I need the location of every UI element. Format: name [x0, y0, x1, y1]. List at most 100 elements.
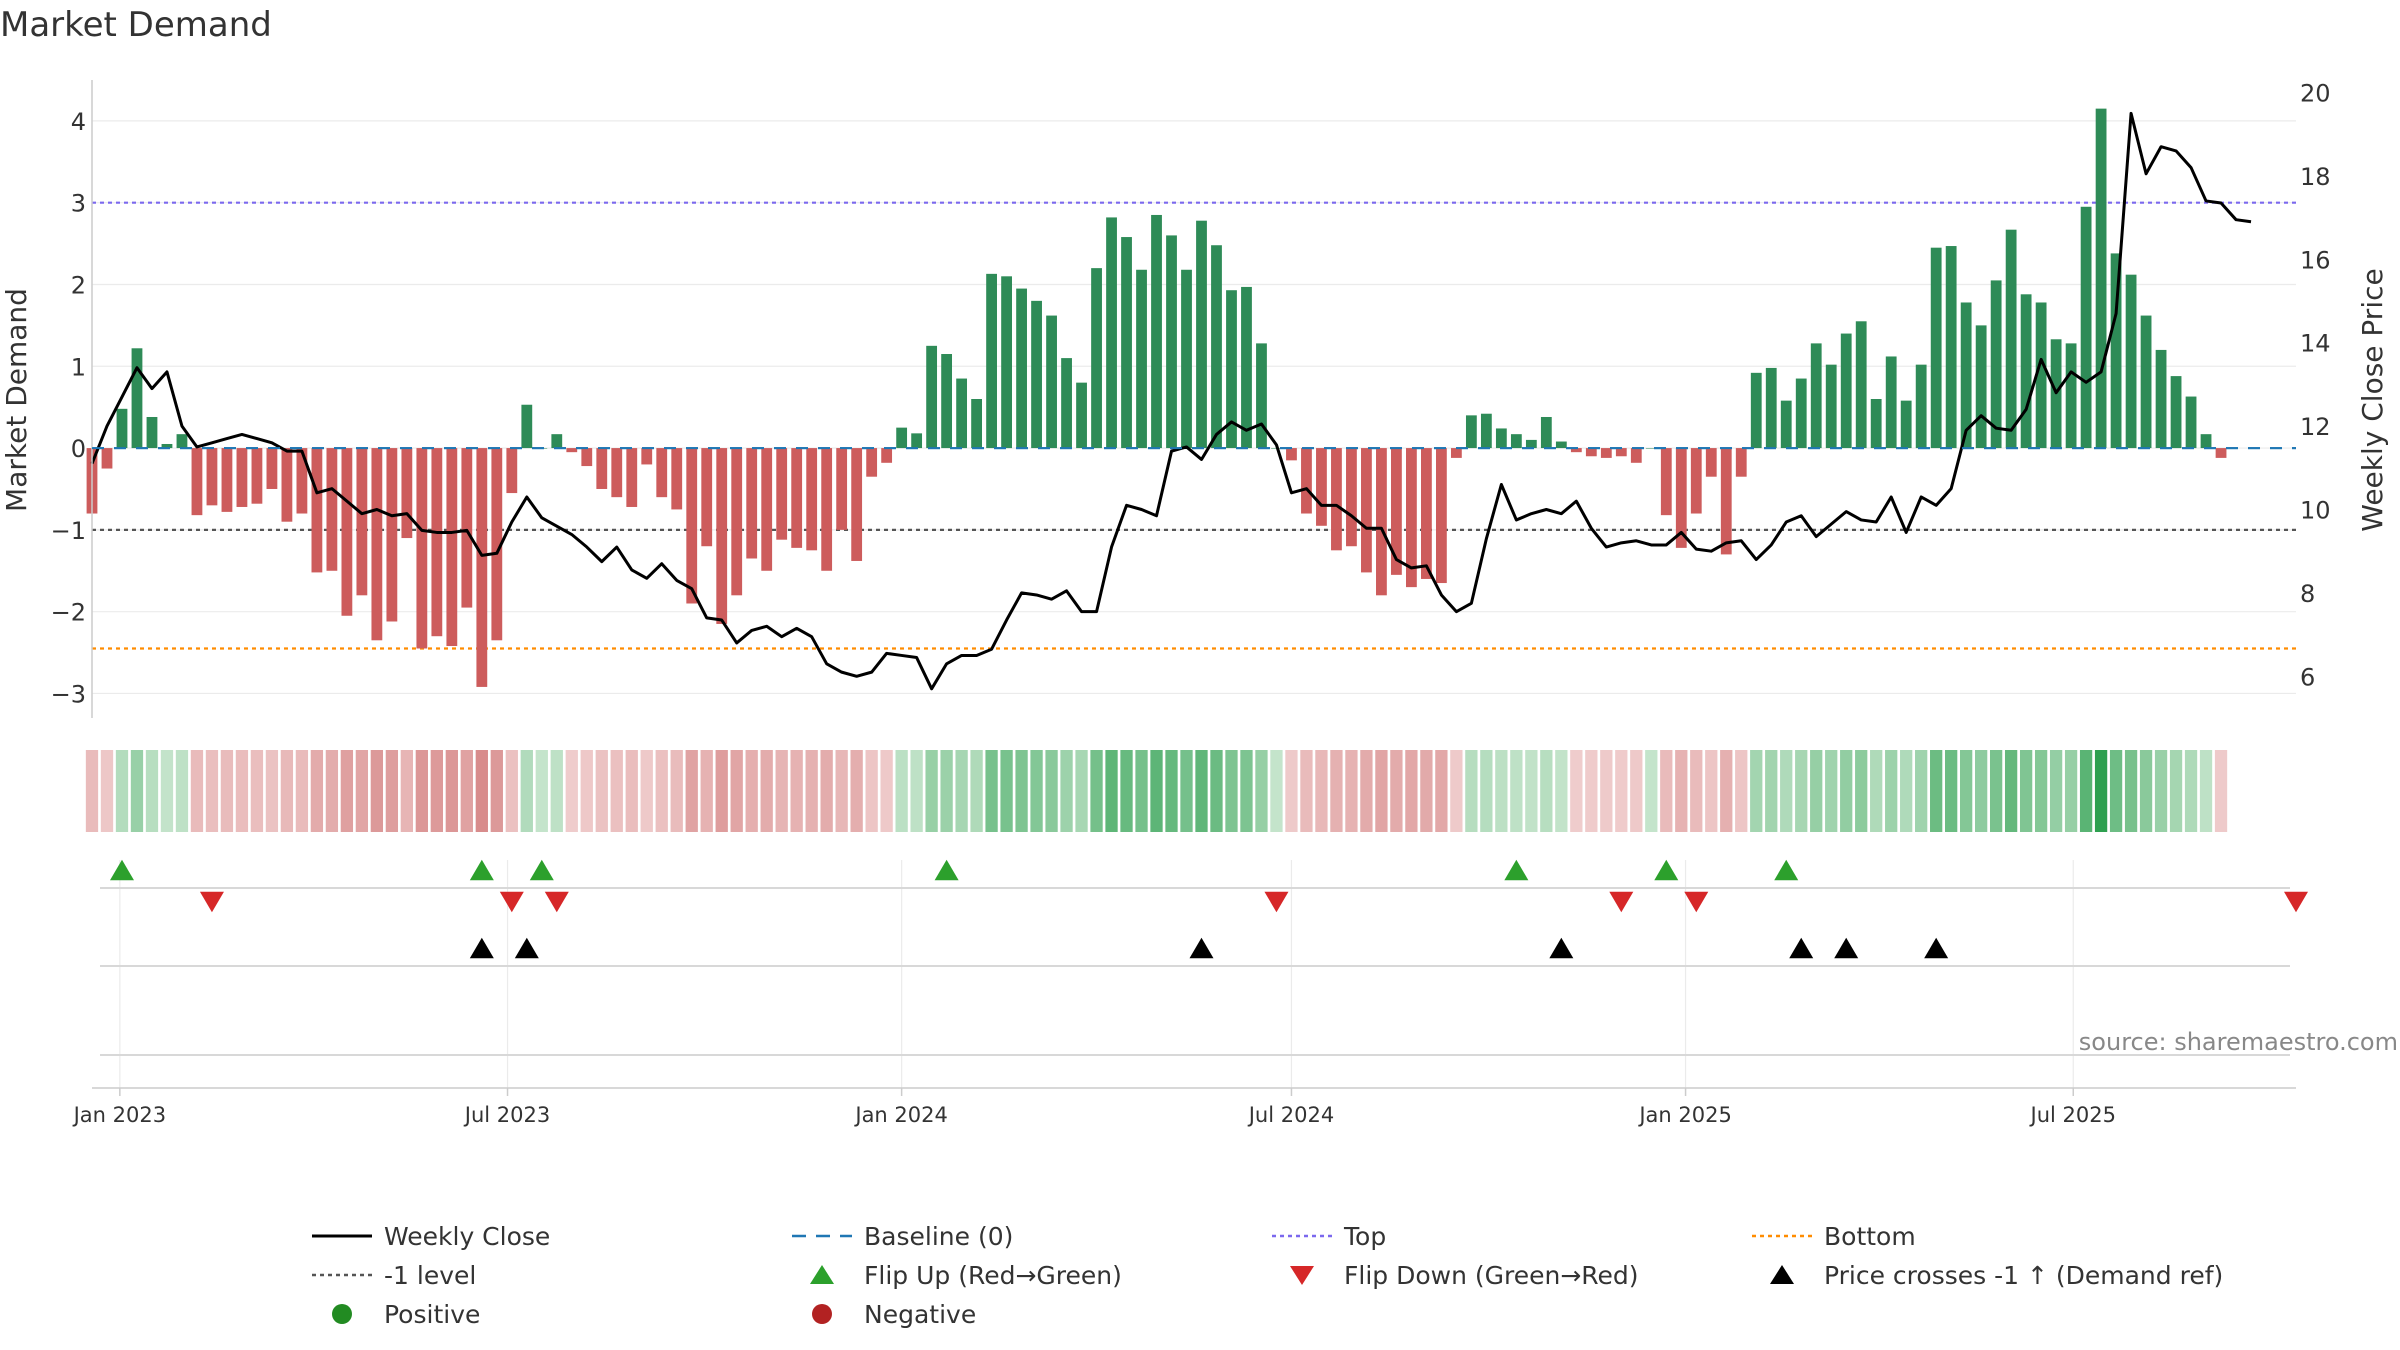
- demand-bar: [581, 448, 593, 467]
- right-tick-label: 14: [2300, 330, 2331, 358]
- heat-cell: [1885, 750, 1898, 832]
- heat-cell: [1930, 750, 1943, 832]
- heat-cell: [1840, 750, 1853, 832]
- heat-cell: [535, 750, 548, 832]
- left-axis-title: Market Demand: [0, 288, 33, 512]
- heat-cell: [280, 750, 294, 832]
- demand-bar: [986, 273, 997, 449]
- demand-bar: [1870, 399, 1882, 449]
- heat-cell: [1855, 750, 1868, 832]
- heat-cell: [340, 750, 354, 832]
- demand-bar: [1645, 448, 1657, 449]
- heat-cell: [2139, 750, 2153, 832]
- heat-cell: [1330, 750, 1343, 832]
- heat-cell: [1660, 750, 1673, 832]
- heat-cell: [2004, 750, 2018, 832]
- legend-cross-label: Price crosses -1 ↑ (Demand ref): [1824, 1261, 2223, 1290]
- demand-bar: [866, 448, 878, 477]
- heat-cell: [1045, 750, 1058, 832]
- heat-cell: [1360, 750, 1373, 832]
- demand-bar: [746, 448, 758, 559]
- demand-bar: [296, 448, 308, 514]
- demand-bar: [1361, 448, 1372, 573]
- flip-down-marker: [2284, 891, 2308, 913]
- demand-bar: [401, 448, 413, 539]
- flip-up-marker: [1504, 859, 1529, 881]
- heat-cell: [190, 750, 204, 832]
- left-tick-label: 2: [71, 271, 86, 299]
- demand-bar: [911, 433, 923, 449]
- demand-bar: [671, 448, 683, 510]
- heat-cell: [1510, 750, 1523, 832]
- heat-cell: [385, 750, 399, 832]
- demand-bar: [1675, 448, 1687, 548]
- demand-bar: [1960, 302, 1972, 449]
- demand-bar: [1660, 448, 1672, 516]
- demand-bar: [1256, 343, 1267, 449]
- cross-marker: [1549, 937, 1574, 959]
- demand-bar: [1301, 448, 1312, 514]
- heat-cell: [1630, 750, 1643, 832]
- demand-bar: [311, 448, 323, 573]
- legend-weekly-close-label: Weekly Close: [384, 1222, 550, 1251]
- heat-cell: [595, 750, 608, 832]
- demand-bar: [1855, 321, 1867, 449]
- heat-cell: [1975, 750, 1988, 832]
- demand-bar: [971, 399, 982, 449]
- demand-bars: [86, 108, 2227, 687]
- demand-bar: [446, 448, 458, 647]
- demand-bar: [1286, 448, 1297, 461]
- heat-cell: [250, 750, 264, 832]
- legend-positive-label: Positive: [384, 1300, 480, 1329]
- demand-bar: [1585, 448, 1597, 457]
- demand-bar: [551, 434, 563, 449]
- heat-cell: [1240, 750, 1253, 832]
- heat-cell: [925, 750, 938, 832]
- heat-cell: [2094, 750, 2108, 832]
- demand-bar: [1001, 276, 1012, 449]
- demand-bar: [1121, 237, 1132, 449]
- demand-bar: [956, 378, 968, 449]
- demand-bar: [1106, 217, 1117, 449]
- demand-bar: [1211, 245, 1222, 449]
- demand-bar: [566, 448, 578, 453]
- heat-cell: [760, 750, 773, 832]
- cross-marker: [1789, 937, 1814, 959]
- heat-cell: [670, 750, 683, 832]
- heat-cell: [730, 750, 743, 832]
- heat-cell: [865, 750, 878, 832]
- demand-bar: [1331, 448, 1342, 551]
- right-tick-label: 6: [2300, 663, 2315, 691]
- heat-cell: [2199, 750, 2213, 832]
- demand-bar: [626, 448, 638, 507]
- legend-bottom-label: Bottom: [1824, 1222, 1916, 1251]
- heat-cell: [2124, 750, 2138, 832]
- chart-title: Market Demand: [0, 5, 272, 45]
- demand-bar: [2020, 294, 2032, 449]
- demand-bar: [2080, 206, 2092, 449]
- demand-bar: [431, 448, 443, 637]
- heat-cell: [1090, 750, 1103, 832]
- legend-negative-swatch: [812, 1304, 832, 1324]
- demand-bar: [221, 448, 233, 512]
- heat-cell: [1645, 750, 1658, 832]
- heat-cell: [1750, 750, 1763, 832]
- demand-bar: [236, 448, 248, 507]
- heat-cell: [2079, 750, 2093, 832]
- flip-down-marker: [1264, 891, 1289, 913]
- demand-bar: [101, 448, 113, 469]
- flip-up-marker: [529, 859, 554, 881]
- heat-cell: [820, 750, 833, 832]
- right-axis-title: Weekly Close Price: [2356, 268, 2389, 531]
- heat-cell: [880, 750, 893, 832]
- heat-cell: [745, 750, 758, 832]
- heat-cell: [1960, 750, 1973, 832]
- heat-cell: [1165, 750, 1178, 832]
- heat-cell: [1720, 750, 1733, 832]
- demand-bar: [461, 448, 473, 608]
- heat-cell: [1180, 750, 1193, 832]
- demand-bar: [2155, 349, 2167, 449]
- demand-bar: [596, 448, 608, 489]
- cross-marker: [1924, 937, 1949, 959]
- heat-cell: [1675, 750, 1688, 832]
